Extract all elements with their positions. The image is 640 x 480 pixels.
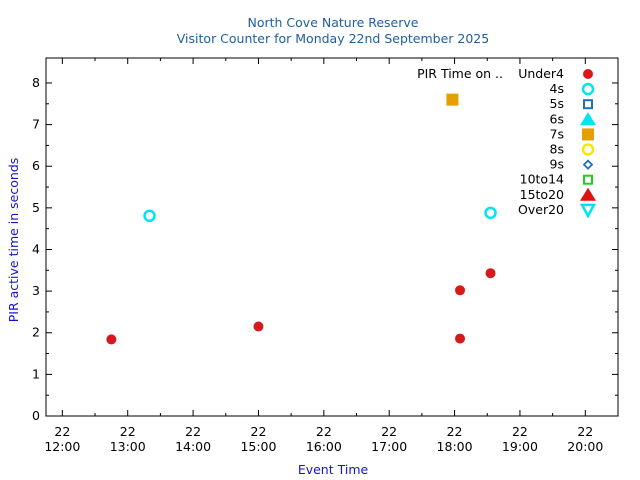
y-tick-label: 4 bbox=[32, 241, 40, 256]
x-tick-time: 17:00 bbox=[371, 439, 407, 454]
data-point-Under4 bbox=[253, 321, 264, 332]
legend-marker-Under4 bbox=[583, 69, 593, 79]
plot-frame bbox=[45, 57, 619, 417]
x-tick-day: 22 bbox=[381, 424, 397, 439]
x-tick-time: 18:00 bbox=[437, 439, 473, 454]
x-tick-day: 22 bbox=[447, 424, 463, 439]
data-marks bbox=[106, 93, 497, 345]
legend-marker-8s bbox=[581, 143, 595, 156]
legend-marker-4s bbox=[581, 82, 595, 96]
legend-marker-15to20 bbox=[580, 187, 596, 201]
y-tick-label: 6 bbox=[32, 158, 40, 173]
legend-label-8s: 8s bbox=[550, 142, 564, 157]
x-tick-time: 19:00 bbox=[502, 439, 538, 454]
x-axis-title: Event Time bbox=[298, 462, 369, 477]
y-tick-label: 7 bbox=[32, 117, 40, 132]
legend-label-15to20: 15to20 bbox=[520, 187, 564, 202]
legend-label-10to14: 10to14 bbox=[520, 172, 564, 187]
data-point-4s bbox=[143, 209, 156, 223]
x-tick-day: 22 bbox=[120, 424, 136, 439]
legend-marker-5s bbox=[583, 99, 593, 110]
chart-subtitle: Visitor Counter for Monday 22nd Septembe… bbox=[177, 31, 489, 46]
x-tick-time: 20:00 bbox=[567, 439, 603, 454]
data-point-Under4 bbox=[106, 334, 117, 345]
legend-label-6s: 6s bbox=[550, 111, 564, 126]
legend-marker-6s bbox=[580, 112, 596, 126]
legend-label-7s: 7s bbox=[550, 126, 564, 141]
data-point-Under4 bbox=[485, 268, 496, 279]
x-tick-time: 12:00 bbox=[44, 439, 80, 454]
data-point-4s bbox=[484, 206, 497, 220]
axes: 0123456782212:002213:002214:002215:00221… bbox=[32, 58, 619, 454]
legend-label-9s: 9s bbox=[550, 157, 564, 172]
x-tick-day: 22 bbox=[185, 424, 201, 439]
x-tick-time: 13:00 bbox=[110, 439, 146, 454]
x-tick-day: 22 bbox=[251, 424, 267, 439]
legend-title: PIR Time on .. bbox=[417, 66, 503, 81]
y-axis-title: PIR active time in seconds bbox=[6, 158, 21, 323]
y-tick-label: 8 bbox=[32, 75, 40, 90]
legend-label-Under4: Under4 bbox=[518, 66, 564, 81]
y-tick-label: 2 bbox=[32, 325, 40, 340]
x-tick-time: 14:00 bbox=[175, 439, 211, 454]
y-tick-label: 3 bbox=[32, 283, 40, 298]
x-tick-time: 16:00 bbox=[306, 439, 342, 454]
y-tick-label: 0 bbox=[32, 408, 40, 423]
y-tick-label: 1 bbox=[32, 366, 40, 381]
chart-title: North Cove Nature Reserve bbox=[248, 15, 419, 30]
data-point-Under4 bbox=[455, 285, 466, 296]
legend-marker-10to14 bbox=[583, 174, 593, 185]
data-point-Under4 bbox=[455, 333, 466, 344]
x-tick-day: 22 bbox=[577, 424, 593, 439]
data-point-7s bbox=[446, 93, 459, 106]
y-tick-label: 5 bbox=[32, 200, 40, 215]
legend-label-Over20: Over20 bbox=[518, 202, 564, 217]
x-tick-day: 22 bbox=[54, 424, 70, 439]
legend-label-4s: 4s bbox=[550, 81, 564, 96]
x-tick-day: 22 bbox=[512, 424, 528, 439]
legend-marker-7s bbox=[582, 128, 594, 141]
legend-label-5s: 5s bbox=[550, 96, 564, 111]
legend-marker-Over20 bbox=[579, 203, 597, 219]
legend-marker-9s bbox=[582, 159, 594, 170]
x-tick-time: 15:00 bbox=[240, 439, 276, 454]
legend: PIR Time on .. Under44s5s6s7s8s9s10to141… bbox=[417, 66, 597, 219]
x-tick-day: 22 bbox=[316, 424, 332, 439]
